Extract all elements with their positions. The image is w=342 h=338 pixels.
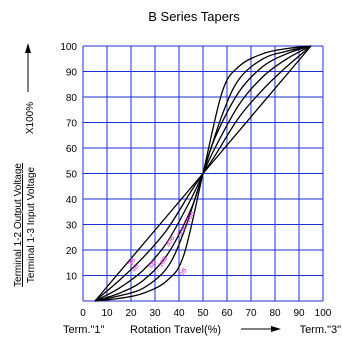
x-tick-label: 90 bbox=[293, 308, 305, 319]
y-tick-label: 100 bbox=[60, 42, 77, 53]
x-axis-caption: Term."1" Rotation Travel(%) Term."3" bbox=[63, 324, 341, 336]
y-axis-label-denominator: Terminal 1-3 Input Voltage bbox=[26, 166, 37, 283]
x-tick-label: 100 bbox=[315, 308, 332, 319]
x-tick-label: 20 bbox=[125, 308, 137, 319]
y-tick-label: 30 bbox=[66, 221, 78, 232]
plot-area: 0 10 20 30 40 50 60 70 80 90 100 10 20 30 40 50 60 70 80 90… bbox=[60, 42, 331, 319]
x-tick-label: 0 bbox=[80, 308, 86, 319]
y-axis-label: Terminal 1-2 Output Voltage Terminal 1-3… bbox=[13, 43, 37, 287]
chart-title: B Series Tapers bbox=[148, 9, 240, 24]
x-tick-label: 10 bbox=[101, 308, 113, 319]
y-tick-label: 90 bbox=[66, 68, 78, 79]
x-tick-label: 50 bbox=[197, 308, 209, 319]
x-axis-arrow-head bbox=[271, 326, 281, 332]
x-start-label: Term."1" bbox=[63, 324, 105, 336]
y-tick-label: 10 bbox=[66, 272, 78, 283]
curve-label: 2B bbox=[127, 257, 137, 267]
x-tick-label: 30 bbox=[149, 308, 161, 319]
x-tick-label: 60 bbox=[221, 308, 233, 319]
x-tick-label: 70 bbox=[245, 308, 257, 319]
y-tick-label: 80 bbox=[66, 93, 78, 104]
x-tick-label: 80 bbox=[269, 308, 281, 319]
y-tick-label: 40 bbox=[66, 195, 78, 206]
y-axis-label-numerator: Terminal 1-2 Output Voltage bbox=[13, 163, 24, 287]
curve-label: 0B bbox=[179, 267, 189, 277]
y-axis-arrow-head bbox=[25, 43, 31, 53]
x-tick-label: 40 bbox=[173, 308, 185, 319]
curve-label: 8B bbox=[147, 259, 157, 269]
curve-label: 4B bbox=[131, 263, 141, 273]
y-tick-label: 20 bbox=[66, 246, 78, 257]
taper-curve bbox=[94, 45, 312, 302]
y-tick-label: 60 bbox=[66, 144, 78, 155]
x-axis-label: Rotation Travel(%) bbox=[130, 324, 221, 336]
x-end-label: Term."3" bbox=[300, 324, 342, 336]
y-tick-label: 50 bbox=[66, 170, 78, 181]
y-tick-label: 70 bbox=[66, 119, 78, 130]
y-axis-scale-label: X100% bbox=[25, 102, 36, 134]
